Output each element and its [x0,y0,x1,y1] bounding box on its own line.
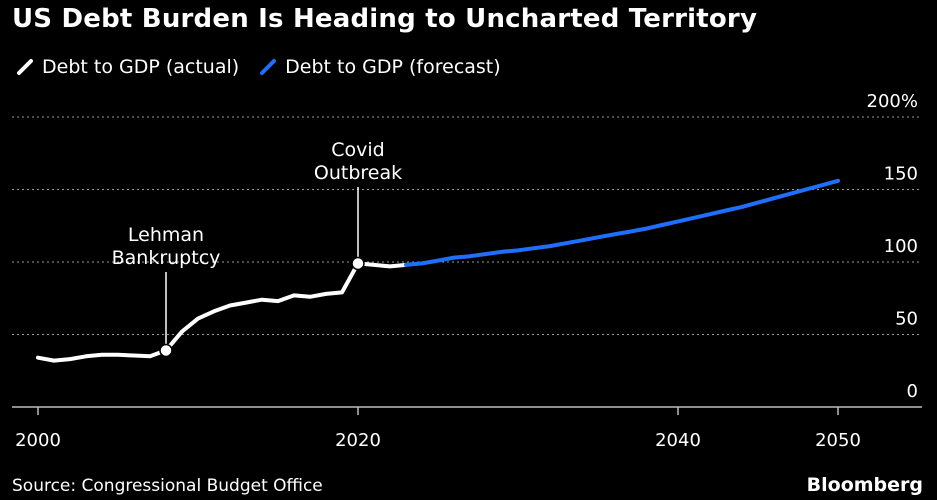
legend-swatch-forecast [260,59,277,75]
legend-label-forecast: Debt to GDP (forecast) [285,56,501,78]
chart-title: US Debt Burden Is Heading to Uncharted T… [12,4,758,34]
annotation-label: Bankruptcy [112,247,221,269]
legend-item-actual: Debt to GDP (actual) [16,56,239,78]
x-tick-label: 2050 [815,430,861,451]
y-tick-label: 50 [895,309,918,330]
legend: Debt to GDP (actual) Debt to GDP (foreca… [16,56,521,78]
x-tick-label: 2000 [15,430,61,451]
annotation-label: Lehman [128,224,204,246]
annotation-label: Covid [331,139,384,161]
legend-label-actual: Debt to GDP (actual) [42,56,240,78]
annotation-label: Outbreak [314,162,402,184]
series-line-actual [36,261,408,363]
x-tick-label: 2020 [335,430,381,451]
legend-swatch-actual [17,59,33,75]
x-tick-label: 2040 [655,430,701,451]
y-tick-label: 150 [884,164,918,185]
annotation-marker [159,343,173,358]
y-tick-label: 100 [884,236,918,257]
source-note: Source: Congressional Budget Office [12,476,323,496]
series-line-forecast [404,178,840,267]
legend-item-forecast: Debt to GDP (forecast) [259,56,501,78]
annotation-marker [351,256,365,271]
bloomberg-logo: Bloomberg [806,474,923,496]
y-tick-label: 0 [907,381,918,402]
y-tick-label: 200% [867,91,918,112]
